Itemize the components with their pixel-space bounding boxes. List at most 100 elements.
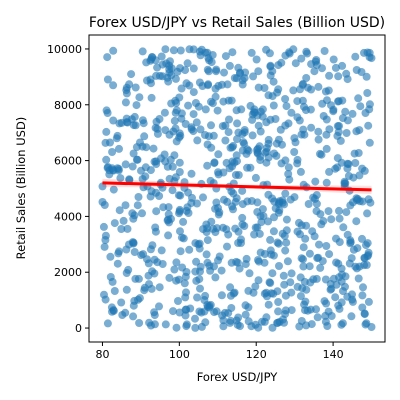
x-axis-label: Forex USD/JPY <box>197 370 279 384</box>
data-point <box>212 65 221 74</box>
data-point <box>324 307 333 316</box>
data-point <box>189 110 198 119</box>
data-point <box>205 261 214 270</box>
data-point <box>270 149 279 158</box>
data-point <box>189 45 198 54</box>
data-point <box>220 68 228 77</box>
data-point <box>121 98 130 107</box>
data-point <box>350 149 359 158</box>
data-point <box>196 125 205 134</box>
data-point <box>274 298 283 306</box>
data-point <box>310 194 319 203</box>
data-point <box>209 131 218 140</box>
data-point <box>337 264 346 273</box>
data-point <box>281 291 290 300</box>
data-point <box>125 175 134 184</box>
data-point <box>114 165 123 173</box>
y-axis-ticks: 0 2000 4000 6000 8000 10000 <box>47 43 89 335</box>
x-tick-label: 120 <box>246 348 267 361</box>
data-point <box>300 277 309 286</box>
data-point <box>238 146 247 155</box>
data-point <box>171 96 180 105</box>
y-axis-label: Retail Sales (Billion USD) <box>14 117 28 260</box>
data-point <box>229 141 238 150</box>
x-tick-label: 80 <box>95 348 109 361</box>
data-point <box>169 307 177 316</box>
data-point <box>181 293 190 302</box>
data-point <box>274 307 283 316</box>
data-point <box>121 160 130 169</box>
data-point <box>346 239 355 248</box>
data-point <box>174 297 182 305</box>
data-point <box>290 148 299 156</box>
data-point <box>201 105 210 114</box>
data-point <box>129 214 138 223</box>
data-point <box>333 163 342 172</box>
data-point <box>133 201 142 210</box>
data-point <box>277 58 286 67</box>
data-point <box>269 101 278 110</box>
data-point <box>314 135 323 144</box>
data-point <box>237 105 246 114</box>
data-point <box>363 252 372 261</box>
data-point <box>267 250 276 259</box>
data-point <box>170 265 179 274</box>
data-point <box>251 320 260 329</box>
data-point <box>281 306 290 315</box>
data-point <box>240 126 249 134</box>
data-point <box>162 59 171 68</box>
data-point <box>195 307 204 316</box>
data-point <box>273 88 282 97</box>
data-point <box>201 131 209 139</box>
data-point <box>297 254 306 263</box>
data-point <box>226 316 235 325</box>
data-point <box>281 95 290 103</box>
data-point <box>233 119 242 128</box>
data-point <box>254 83 263 92</box>
data-point <box>225 115 233 124</box>
data-point <box>346 201 355 210</box>
data-point <box>351 52 360 61</box>
data-point <box>349 245 358 254</box>
data-point <box>214 256 222 265</box>
data-point <box>299 262 308 271</box>
data-point <box>117 298 126 307</box>
data-point <box>195 78 204 87</box>
data-point <box>269 227 278 236</box>
data-point <box>205 303 214 312</box>
data-point <box>354 274 363 283</box>
data-point <box>347 312 356 321</box>
data-point <box>148 53 157 62</box>
data-point <box>203 140 212 149</box>
data-point <box>164 210 173 219</box>
data-point <box>226 283 235 292</box>
data-point <box>337 320 346 329</box>
data-point <box>115 247 123 256</box>
data-point <box>260 84 269 92</box>
data-point <box>321 317 330 326</box>
data-point <box>213 224 221 233</box>
data-point <box>362 241 370 250</box>
data-point <box>192 118 201 127</box>
data-point <box>234 171 243 179</box>
data-point <box>215 208 224 217</box>
data-point <box>182 268 191 276</box>
data-point <box>303 306 312 315</box>
y-tick-label: 8000 <box>54 99 82 112</box>
data-point <box>100 242 109 251</box>
data-point <box>147 93 156 102</box>
data-point <box>183 203 192 212</box>
data-point <box>344 172 353 180</box>
data-point <box>300 102 308 111</box>
data-point <box>305 262 314 271</box>
data-point <box>128 162 137 171</box>
data-point <box>132 101 141 110</box>
data-point <box>301 234 310 243</box>
data-point <box>318 99 327 108</box>
data-point <box>208 51 217 59</box>
data-point <box>145 318 154 327</box>
data-point <box>131 274 140 283</box>
data-point <box>151 227 160 236</box>
data-point <box>285 48 294 57</box>
data-point <box>340 177 349 186</box>
